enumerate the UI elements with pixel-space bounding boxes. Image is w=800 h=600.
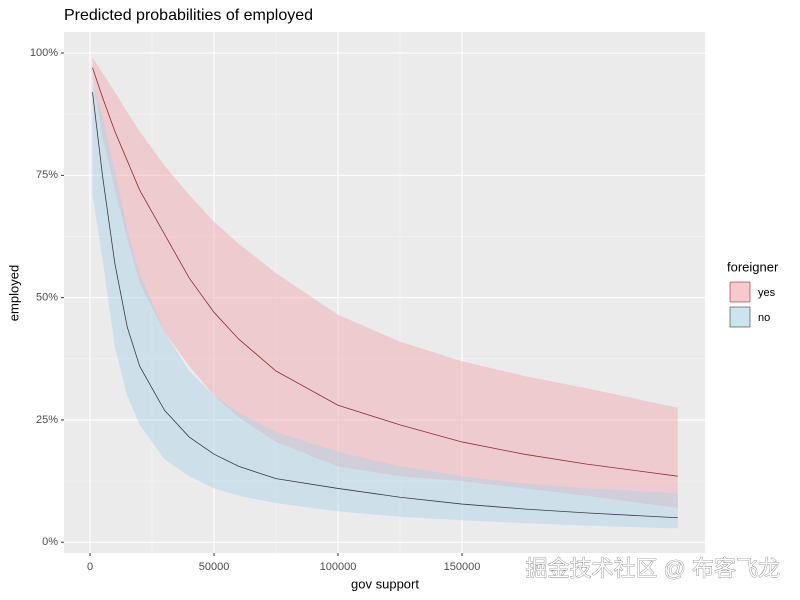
x-tick-label: 100000 <box>320 561 357 573</box>
panel <box>64 32 705 553</box>
legend-title: foreigner <box>727 259 779 274</box>
x-axis-title: gov support <box>351 576 419 591</box>
legend-label: yes <box>758 287 776 299</box>
x-tick-label: 50000 <box>199 561 230 573</box>
confidence-ribbon <box>92 82 678 529</box>
confidence-ribbon <box>92 57 678 508</box>
line <box>92 67 678 477</box>
watermark: 掘金技术社区 @ 布客飞龙 <box>525 556 780 581</box>
y-tick-label: 50% <box>36 292 58 304</box>
y-tick-label: 100% <box>30 47 58 59</box>
legend-label: no <box>758 312 770 324</box>
legend-key <box>729 306 751 328</box>
legend-key <box>729 281 751 303</box>
y-tick-label: 75% <box>36 169 58 181</box>
line <box>92 92 678 519</box>
chart-title: Predicted probabilities of employed <box>64 7 313 24</box>
x-tick-label: 0 <box>87 561 93 573</box>
y-axis-title: employed <box>6 265 21 321</box>
x-tick-label: 150000 <box>444 561 481 573</box>
y-tick-label: 25% <box>36 414 58 426</box>
y-tick-label: 0% <box>42 536 58 548</box>
